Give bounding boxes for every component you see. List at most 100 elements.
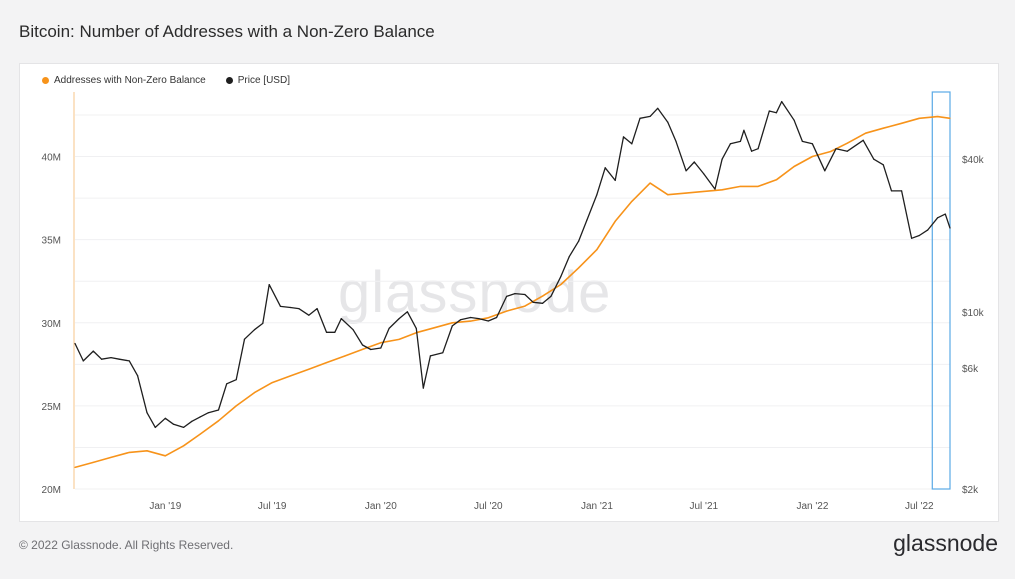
highlight-rect <box>931 91 951 490</box>
legend-item-addresses[interactable]: Addresses with Non-Zero Balance <box>42 75 206 86</box>
data-point <box>325 362 328 364</box>
data-point <box>172 423 175 425</box>
data-point <box>793 165 795 168</box>
data-point <box>128 451 130 454</box>
data-point <box>146 412 148 414</box>
data-point <box>74 466 76 468</box>
data-point <box>271 382 273 384</box>
data-point <box>406 311 409 313</box>
data-point <box>667 121 669 123</box>
data-point <box>262 322 264 325</box>
data-point <box>505 295 508 298</box>
data-point <box>217 420 220 422</box>
data-point <box>128 360 130 362</box>
data-point <box>298 307 300 310</box>
data-point <box>685 192 687 194</box>
left-axis-tick-label: 30M <box>42 319 61 330</box>
data-point <box>308 368 310 370</box>
data-point <box>614 179 616 181</box>
right-axis-tick-label: $2k <box>962 485 979 496</box>
data-point <box>937 116 939 118</box>
right-axis-tick-label: $40k <box>962 155 985 166</box>
data-point <box>604 167 606 169</box>
data-point <box>811 155 814 158</box>
x-axis-tick-label: Jan '20 <box>365 501 397 512</box>
data-point <box>864 132 867 134</box>
data-point <box>110 356 112 359</box>
legend-dot-price <box>225 77 233 84</box>
right-axis-tick-label: $10k <box>962 308 985 319</box>
x-axis-tick-label: Jan '19 <box>149 501 181 512</box>
x-axis-tick-label: Jul '21 <box>689 501 718 512</box>
data-point <box>289 375 292 377</box>
data-point <box>524 305 526 307</box>
data-point <box>164 455 166 457</box>
data-point <box>289 306 292 309</box>
data-point <box>74 342 76 345</box>
legend-item-price[interactable]: Price [USD] <box>225 75 290 86</box>
data-point <box>781 100 783 103</box>
data-point <box>560 275 562 277</box>
data-point <box>926 229 929 231</box>
data-point <box>415 327 417 330</box>
data-point <box>451 325 453 327</box>
data-point <box>154 426 156 428</box>
footer-copyright: © 2022 Glassnode. All Rights Reserved. <box>19 538 234 552</box>
data-point <box>918 117 920 119</box>
data-point <box>316 307 318 310</box>
right-axis-tick-label: $6k <box>962 364 979 375</box>
data-point <box>505 310 508 312</box>
data-point <box>685 170 687 172</box>
left-axis: 20M 25M 30M 35M 40M <box>42 153 61 497</box>
data-point <box>253 329 256 331</box>
data-point <box>344 355 346 357</box>
left-axis-tick-label: 25M <box>42 402 61 413</box>
data-point <box>398 318 400 320</box>
data-point <box>739 185 742 188</box>
data-point <box>334 331 336 333</box>
data-point <box>811 143 814 145</box>
data-point <box>721 158 723 160</box>
series-layer <box>74 100 951 469</box>
data-point <box>824 170 826 172</box>
data-point <box>469 320 472 322</box>
data-point <box>100 358 103 360</box>
data-point <box>949 117 951 119</box>
data-point <box>801 140 803 143</box>
left-axis-tick-label: 40M <box>42 153 61 164</box>
data-point <box>918 234 920 237</box>
data-point <box>217 409 220 411</box>
data-point <box>793 119 795 121</box>
data-point <box>586 219 588 221</box>
data-point <box>235 379 237 381</box>
data-point <box>253 391 256 394</box>
data-point <box>578 267 580 269</box>
data-point <box>380 347 382 349</box>
data-point <box>92 350 94 352</box>
x-axis-tick-label: Jul '20 <box>474 501 503 512</box>
data-point <box>667 194 669 196</box>
data-point <box>757 148 759 150</box>
data-point <box>524 293 526 296</box>
data-point <box>703 173 705 175</box>
data-point <box>459 319 462 321</box>
data-point <box>937 217 939 219</box>
data-point <box>900 190 903 192</box>
chart-panel: glassnode 20M 25M 30M 35M 40M $2k $6k $10k $40k… <box>19 63 999 522</box>
data-point <box>900 122 903 124</box>
data-point <box>487 320 489 322</box>
data-point <box>775 179 778 181</box>
watermark-logo: glassnode <box>338 260 612 325</box>
data-point <box>631 200 633 202</box>
page-title: Bitcoin: Number of Addresses with a Non-… <box>19 22 435 41</box>
data-point <box>487 317 489 319</box>
data-point <box>622 136 625 138</box>
data-point <box>890 190 893 192</box>
data-point <box>279 305 282 308</box>
data-point <box>596 194 598 196</box>
data-point <box>949 227 951 229</box>
glassnode-logo[interactable]: glassnode <box>893 530 998 556</box>
series-line <box>74 100 951 429</box>
data-point <box>739 140 742 143</box>
data-point <box>835 148 837 150</box>
